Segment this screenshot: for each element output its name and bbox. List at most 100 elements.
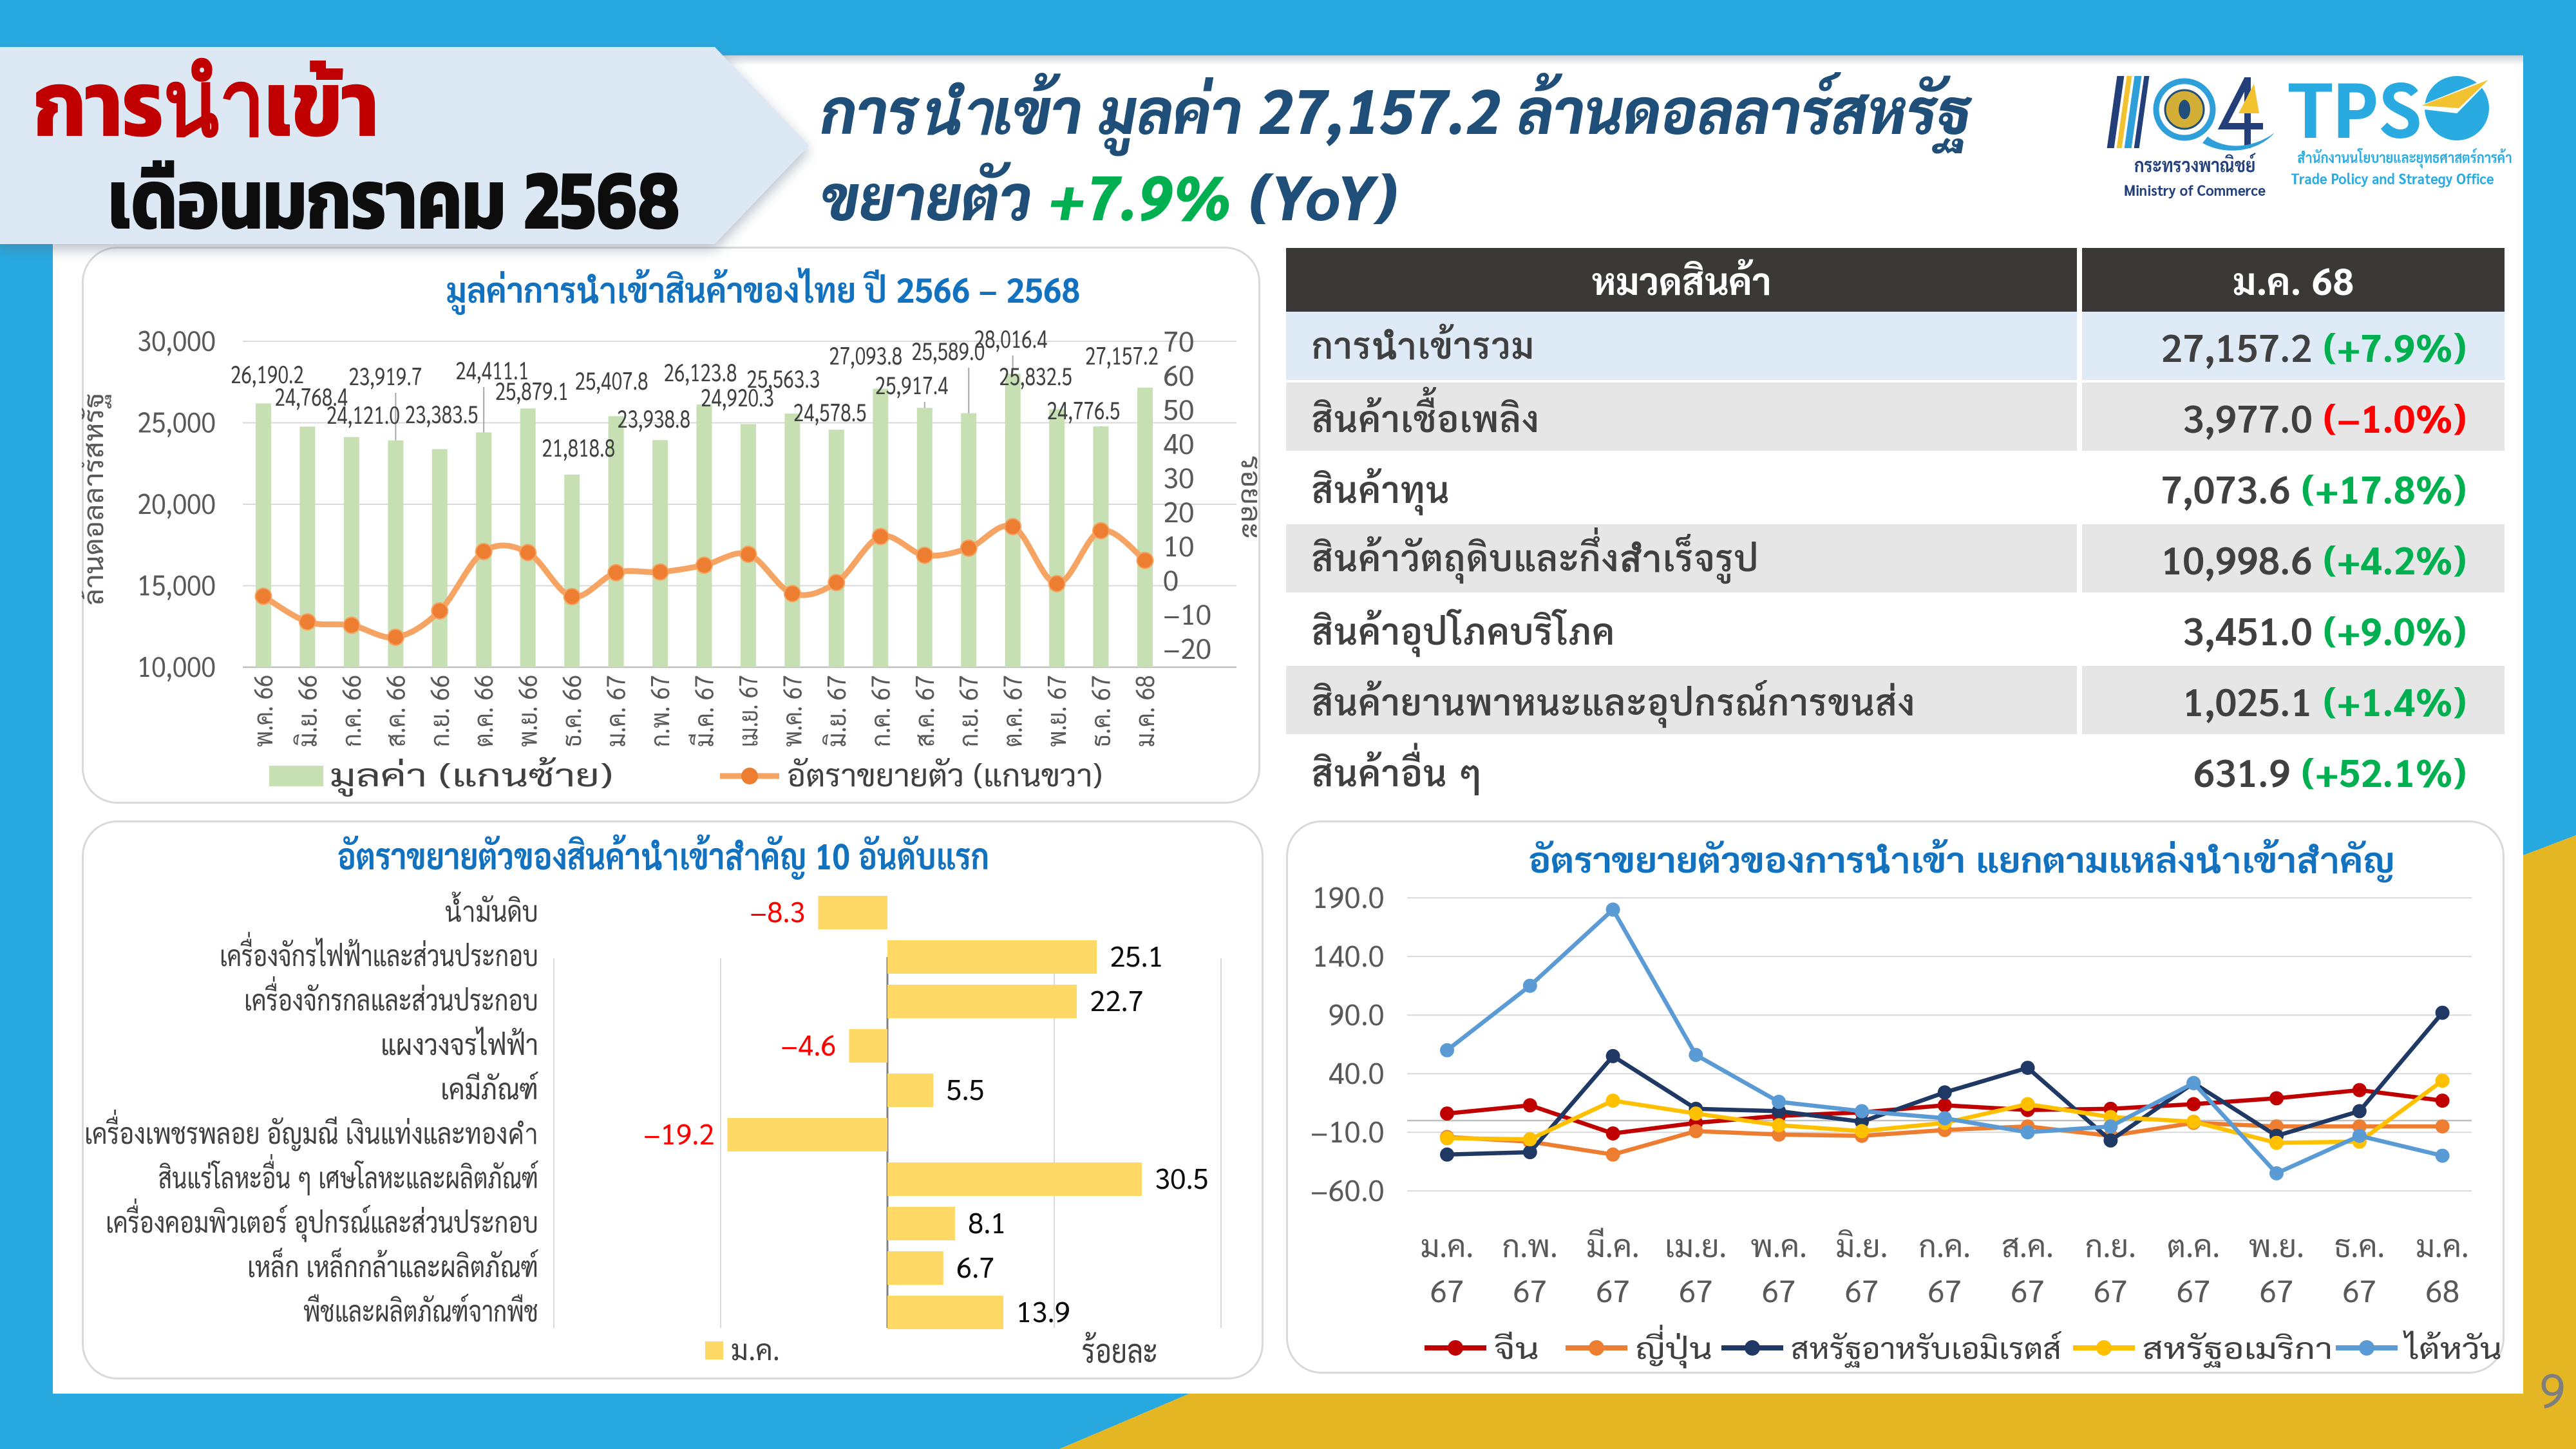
svg-text:23,938.8: 23,938.8 [617, 401, 690, 433]
svg-text:สหรัฐอเมริกา: สหรัฐอเมริกา [2143, 1329, 2333, 1368]
svg-text:−60.0: −60.0 [1311, 1170, 1385, 1208]
svg-text:67: 67 [2011, 1270, 2045, 1310]
svg-text:มิ.ย. 67: มิ.ย. 67 [819, 675, 852, 747]
svg-text:−10: −10 [1163, 595, 1211, 632]
svg-text:ธ.ค.: ธ.ค. [2334, 1225, 2385, 1265]
svg-text:68: 68 [2425, 1270, 2459, 1310]
svg-text:ส.ค.: ส.ค. [2002, 1225, 2054, 1265]
svg-text:แผงวงจรไฟฟ้า: แผงวงจรไฟฟ้า [381, 1025, 538, 1062]
svg-text:0: 0 [1163, 561, 1179, 598]
svg-text:ก.ย. 66: ก.ย. 66 [422, 675, 455, 747]
svg-text:อัตราขยายตัวของการนำเข้า แยกตา: อัตราขยายตัวของการนำเข้า แยกตามแหล่งนำเข… [1529, 835, 2395, 883]
svg-text:สินแร่โลหะอื่น ๆ เศษโลหะและผลิ: สินแร่โลหะอื่น ๆ เศษโลหะและผลิตภัณฑ์ [158, 1153, 538, 1196]
svg-text:สหรัฐอาหรับเอมิเรตส์: สหรัฐอาหรับเอมิเรตส์ [1791, 1329, 2061, 1368]
svg-text:26,190.2: 26,190.2 [231, 357, 304, 389]
svg-text:เครื่องจักรไฟฟ้าและส่วนประกอบ: เครื่องจักรไฟฟ้าและส่วนประกอบ [220, 931, 538, 973]
svg-text:ก.ย.: ก.ย. [2085, 1225, 2136, 1265]
svg-text:มิ.ย. 66: มิ.ย. 66 [289, 675, 323, 747]
svg-text:28,016.4: 28,016.4 [974, 321, 1048, 354]
svg-text:20: 20 [1163, 493, 1194, 529]
svg-text:เครื่องคอมพิวเตอร์ อุปกรณ์และส: เครื่องคอมพิวเตอร์ อุปกรณ์และส่วนประกอบ [106, 1198, 538, 1242]
svg-text:ร้อยละ: ร้อยละ [1235, 455, 1260, 539]
svg-text:67: 67 [2260, 1270, 2294, 1310]
svg-text:ม.ค. 68: ม.ค. 68 [1127, 675, 1160, 747]
svg-text:60: 60 [1163, 356, 1194, 393]
svg-text:10,000: 10,000 [137, 647, 216, 684]
svg-text:67: 67 [1927, 1270, 1962, 1310]
svg-text:พ.ค. 67: พ.ค. 67 [774, 675, 808, 747]
svg-text:40: 40 [1163, 424, 1194, 461]
svg-text:24,776.5: 24,776.5 [1047, 393, 1121, 425]
svg-text:TPS: TPS [2287, 64, 2421, 156]
svg-text:20,000: 20,000 [137, 484, 216, 521]
svg-text:24,121.0: 24,121.0 [327, 397, 400, 430]
svg-text:−20: −20 [1163, 629, 1211, 666]
svg-text:มูลค่าการนำเข้าสินค้าของไทย ปี: มูลค่าการนำเข้าสินค้าของไทย ปี 2566 – 25… [446, 265, 1081, 315]
svg-text:90.0: 90.0 [1329, 994, 1385, 1032]
svg-text:ธ.ค. 67: ธ.ค. 67 [1083, 675, 1117, 747]
svg-text:6.7: 6.7 [956, 1248, 995, 1285]
svg-text:−19.2: −19.2 [643, 1115, 714, 1151]
svg-text:23,383.5: 23,383.5 [405, 397, 478, 429]
svg-text:24,411.1: 24,411.1 [455, 353, 529, 385]
svg-text:−4.6: −4.6 [781, 1026, 836, 1063]
svg-text:22.7: 22.7 [1090, 981, 1144, 1018]
svg-text:25,000: 25,000 [137, 403, 216, 440]
svg-text:67: 67 [2094, 1270, 2128, 1310]
svg-text:67: 67 [1596, 1270, 1630, 1310]
svg-text:ก.พ. 67: ก.พ. 67 [642, 675, 676, 747]
svg-text:67: 67 [1679, 1270, 1713, 1310]
svg-text:15,000: 15,000 [137, 566, 216, 603]
svg-text:−10.0: −10.0 [1311, 1111, 1385, 1150]
svg-text:27,093.8: 27,093.8 [829, 338, 902, 370]
svg-text:67: 67 [2177, 1270, 2211, 1310]
svg-text:26,123.8: 26,123.8 [664, 355, 737, 387]
svg-text:23,919.7: 23,919.7 [348, 359, 422, 391]
svg-text:25,832.5: 25,832.5 [999, 359, 1072, 391]
svg-text:ต.ค.: ต.ค. [2167, 1225, 2220, 1265]
svg-text:8.1: 8.1 [968, 1204, 1007, 1240]
svg-text:13.9: 13.9 [1016, 1293, 1070, 1329]
svg-text:25,879.1: 25,879.1 [495, 374, 569, 406]
svg-text:ต.ค. 66: ต.ค. 66 [466, 675, 499, 747]
svg-text:67: 67 [2342, 1270, 2376, 1310]
svg-text:27,157.2: 27,157.2 [1085, 338, 1159, 370]
svg-text:5.5: 5.5 [946, 1070, 985, 1107]
svg-text:มิ.ย.: มิ.ย. [1835, 1225, 1888, 1265]
svg-text:ม.ค.: ม.ค. [2416, 1225, 2469, 1265]
svg-text:อัตราขยายตัวของสินค้านำเข้าสำค: อัตราขยายตัวของสินค้านำเข้าสำคัญ 10 อันด… [337, 831, 989, 880]
svg-text:67: 67 [1513, 1270, 1547, 1310]
svg-text:24,920.3: 24,920.3 [701, 380, 774, 412]
svg-text:30: 30 [1163, 459, 1194, 495]
svg-text:24,578.5: 24,578.5 [793, 395, 867, 427]
svg-text:ร้อยละ: ร้อยละ [1082, 1329, 1158, 1370]
svg-text:เคมีภัณฑ์: เคมีภัณฑ์ [440, 1070, 538, 1106]
svg-text:น้ำมันดิบ: น้ำมันดิบ [444, 891, 538, 929]
svg-text:ก.ค.: ก.ค. [1918, 1225, 1971, 1265]
svg-text:ม.ค.: ม.ค. [1421, 1225, 1474, 1265]
svg-text:10: 10 [1163, 527, 1194, 564]
svg-text:พ.ค.: พ.ค. [1750, 1225, 1807, 1265]
svg-text:21,818.8: 21,818.8 [542, 430, 615, 462]
svg-text:30.5: 30.5 [1155, 1159, 1209, 1196]
svg-text:25,563.3: 25,563.3 [746, 361, 820, 393]
svg-text:70: 70 [1163, 322, 1194, 359]
svg-text:มูลค่า (แกนซ้าย): มูลค่า (แกนซ้าย) [330, 754, 613, 797]
svg-text:ธ.ค. 66: ธ.ค. 66 [554, 675, 587, 747]
svg-text:40.0: 40.0 [1329, 1052, 1385, 1091]
svg-text:พ.ค. 66: พ.ค. 66 [245, 675, 279, 747]
svg-text:25,407.8: 25,407.8 [575, 363, 649, 395]
svg-text:พ.ย.: พ.ย. [2249, 1225, 2304, 1265]
svg-text:จีน: จีน [1494, 1329, 1539, 1366]
svg-text:67: 67 [1430, 1270, 1464, 1310]
svg-text:อัตราขยายตัว (แกนขวา): อัตราขยายตัว (แกนขวา) [787, 754, 1103, 794]
svg-text:มี.ค.: มี.ค. [1586, 1225, 1640, 1265]
svg-text:มี.ค. 67: มี.ค. 67 [687, 675, 720, 747]
svg-text:ส.ค. 66: ส.ค. 66 [377, 675, 411, 747]
svg-text:30,000: 30,000 [137, 321, 216, 358]
svg-text:ส.ค. 67: ส.ค. 67 [907, 675, 940, 747]
svg-text:ต.ค. 67: ต.ค. 67 [995, 675, 1028, 747]
svg-text:25,589.0: 25,589.0 [911, 334, 985, 366]
svg-text:พืชและผลิตภัณฑ์จากพืช: พืชและผลิตภัณฑ์จากพืช [303, 1292, 538, 1329]
svg-text:ม.ค.: ม.ค. [731, 1331, 780, 1367]
